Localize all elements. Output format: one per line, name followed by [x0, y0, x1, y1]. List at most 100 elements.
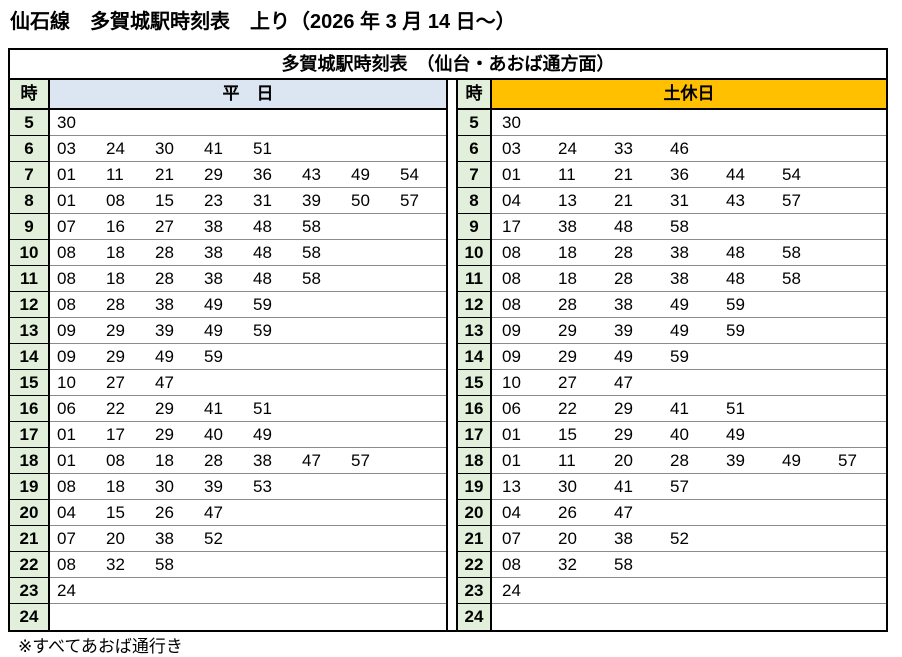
minutes-cell: 08 28 38 49 59: [50, 292, 446, 318]
minute-value: 08: [502, 295, 521, 314]
hour-cell: 13: [458, 318, 492, 344]
table-row: 6 03 24 33 46: [458, 136, 886, 162]
minute-value: 59: [253, 295, 272, 314]
minute-value: 31: [253, 191, 272, 210]
minute-value: 30: [558, 477, 577, 496]
minute-value: 51: [253, 399, 272, 418]
minute-value: 58: [302, 243, 321, 262]
minute-value: 15: [558, 425, 577, 444]
minute-value: 08: [57, 243, 76, 262]
hour-column-header: 時: [458, 80, 492, 108]
hour-cell: 10: [458, 240, 492, 266]
minute-value: 40: [670, 425, 689, 444]
minute-value: 44: [726, 165, 745, 184]
table-row: 22 08 32 58: [458, 552, 886, 578]
hour-cell: 21: [10, 526, 50, 552]
minute-value: 06: [57, 399, 76, 418]
minutes-cell: 08 32 58: [50, 552, 446, 578]
minute-value: 28: [614, 269, 633, 288]
minute-value: 01: [502, 451, 521, 470]
table-row: 22 08 32 58: [10, 552, 446, 578]
hour-cell: 18: [458, 448, 492, 474]
minute-value: 01: [502, 425, 521, 444]
minute-value: 58: [155, 555, 174, 574]
minute-value: 04: [502, 503, 521, 522]
table-row: 23 24: [10, 578, 446, 604]
minute-value: 57: [351, 451, 370, 470]
table-row: 10 08 18 28 38 48 58: [10, 240, 446, 266]
timetable: 多賀城駅時刻表 （仙台・あおば通方面） 時 平 日 5 30 6 03 24 30 41 51…: [8, 48, 888, 632]
minute-value: 32: [106, 555, 125, 574]
minute-value: 58: [614, 555, 633, 574]
table-row: 19 08 18 30 39 53: [10, 474, 446, 500]
table-row: 11 08 18 28 38 48 58: [10, 266, 446, 292]
hour-cell: 7: [10, 162, 50, 188]
minute-value: 48: [253, 269, 272, 288]
minute-value: 47: [302, 451, 321, 470]
page-title: 仙石線 多賀城駅時刻表 上り（2026 年 3 月 14 日～）: [10, 11, 516, 33]
minute-value: 47: [204, 503, 223, 522]
minute-value: 50: [351, 191, 370, 210]
minute-value: 53: [253, 477, 272, 496]
hour-cell: 19: [458, 474, 492, 500]
hour-cell: 24: [10, 604, 50, 630]
minute-value: 57: [838, 451, 857, 470]
minute-value: 51: [726, 399, 745, 418]
minute-value: 49: [204, 321, 223, 340]
table-row: 10 08 18 28 38 48 58: [458, 240, 886, 266]
hour-cell: 13: [10, 318, 50, 344]
weekday-header-row: 時 平 日: [10, 80, 446, 110]
table-row: 17 01 15 29 40 49: [458, 422, 886, 448]
minute-value: 29: [558, 321, 577, 340]
minutes-cell: 08 18 30 39 53: [50, 474, 446, 500]
minutes-cell: 08 18 28 38 48 58: [50, 266, 446, 292]
hour-cell: 5: [10, 110, 50, 136]
minutes-cell: 07 20 38 52: [50, 526, 446, 552]
minute-value: 49: [155, 347, 174, 366]
minute-value: 10: [57, 373, 76, 392]
minutes-cell: 03 24 33 46: [492, 136, 886, 162]
minute-value: 31: [670, 191, 689, 210]
minute-value: 33: [614, 139, 633, 158]
minute-value: 18: [106, 477, 125, 496]
minute-value: 48: [614, 217, 633, 236]
hour-cell: 19: [10, 474, 50, 500]
minute-value: 58: [782, 243, 801, 262]
table-row: 14 09 29 49 59: [458, 344, 886, 370]
minute-value: 11: [558, 165, 576, 184]
table-row: 9 17 38 48 58: [458, 214, 886, 240]
minute-value: 03: [57, 139, 76, 158]
minute-value: 48: [726, 269, 745, 288]
minute-value: 38: [155, 529, 174, 548]
minutes-cell: 30: [50, 110, 446, 136]
minute-value: 11: [106, 165, 124, 184]
minute-value: 21: [614, 165, 633, 184]
minute-value: 38: [155, 295, 174, 314]
minute-value: 47: [155, 373, 174, 392]
minute-value: 49: [614, 347, 633, 366]
table-row: 13 09 29 39 49 59: [458, 318, 886, 344]
day-header: 平 日: [50, 80, 446, 108]
hour-cell: 24: [458, 604, 492, 630]
section-divider: [446, 80, 458, 630]
minute-value: 09: [57, 321, 76, 340]
table-row: 18 01 08 18 28 38 47 57: [10, 448, 446, 474]
table-row: 24: [10, 604, 446, 630]
minute-value: 24: [57, 581, 76, 600]
weekday-section: 時 平 日 5 30 6 03 24 30 41 51 7 01 11 21 29 36 43 49 54 8 01…: [10, 80, 446, 630]
table-row: 12 08 28 38 49 59: [10, 292, 446, 318]
table-row: 14 09 29 49 59: [10, 344, 446, 370]
minute-value: 07: [57, 217, 76, 236]
minute-value: 59: [726, 295, 745, 314]
minute-value: 20: [558, 529, 577, 548]
minute-value: 24: [558, 139, 577, 158]
table-row: 5 30: [10, 110, 446, 136]
minutes-cell: 08 18 28 38 48 58: [492, 266, 886, 292]
minute-value: 16: [106, 217, 125, 236]
hour-cell: 14: [10, 344, 50, 370]
minute-value: 30: [155, 139, 174, 158]
hour-cell: 23: [458, 578, 492, 604]
minutes-cell: 09 29 39 49 59: [492, 318, 886, 344]
minute-value: 59: [204, 347, 223, 366]
table-row: 18 01 11 20 28 39 49 57: [458, 448, 886, 474]
